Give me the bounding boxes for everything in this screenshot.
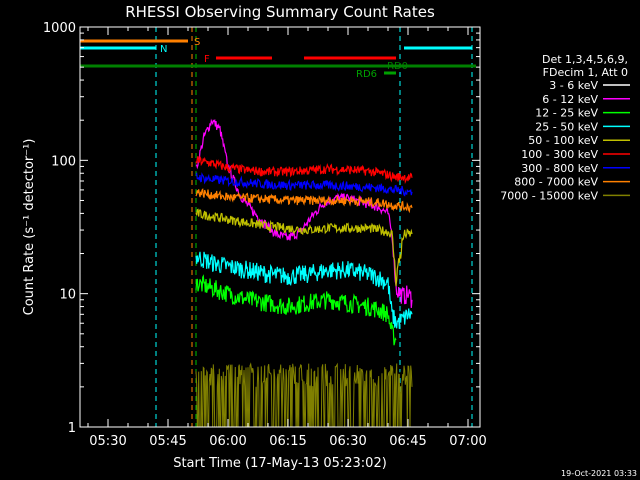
- series-line: [195, 208, 413, 287]
- axes-layer: 1 10 100 1000 05:30 05:45 06:00 06:15 06:30 06:45…: [43, 21, 487, 449]
- y-tick-label: 10: [59, 288, 76, 303]
- legend: Det 1,3,4,5,6,9,FDecim 1, Att 03 - 6 keV…: [500, 53, 630, 202]
- legend-entry-label: 6 - 12 keV: [542, 93, 598, 106]
- x-tick-label: 06:45: [389, 434, 426, 449]
- series-line: [195, 155, 413, 185]
- y-axis-label: Count Rate (s⁻¹ detector⁻¹): [22, 139, 37, 316]
- x-tick-label: 06:15: [269, 434, 306, 449]
- chart-title: RHESSI Observing Summary Count Rates: [125, 3, 435, 21]
- legend-entry-label: 100 - 300 keV: [521, 148, 598, 161]
- x-axis-label: Start Time (17-May-13 05:23:02): [173, 456, 387, 471]
- legend-entry-label: 7000 - 15000 keV: [500, 189, 598, 202]
- flag-label: RD6: [356, 69, 377, 80]
- y-tick-label: 100: [51, 154, 76, 169]
- legend-entry-label: 800 - 7000 keV: [514, 176, 598, 189]
- series-line: [195, 172, 413, 197]
- x-tick-label: 05:30: [89, 434, 126, 449]
- y-tick-label: 1000: [43, 21, 76, 36]
- legend-entry-label: 300 - 800 keV: [521, 162, 598, 175]
- legend-header: Det 1,3,4,5,6,9,: [542, 53, 628, 66]
- series-line: [195, 274, 397, 346]
- flag-label: F: [204, 54, 210, 65]
- x-tick-label: 05:45: [149, 434, 186, 449]
- x-tick-label: 06:30: [329, 434, 366, 449]
- legend-entry-label: 12 - 25 keV: [535, 107, 598, 120]
- timestamp: 19-Oct-2021 03:33: [561, 469, 637, 478]
- series-line: [195, 251, 413, 329]
- flag-label: N: [160, 44, 167, 55]
- legend-entry-label: 50 - 100 keV: [528, 134, 598, 147]
- series-line: [195, 129, 413, 380]
- series-line: [195, 362, 413, 428]
- series-line: [195, 188, 413, 214]
- data-layer: S N F RD6 RD0: [80, 27, 476, 428]
- flag-label: RD0: [387, 61, 408, 72]
- legend-entry-label: 3 - 6 keV: [549, 79, 598, 92]
- y-tick-label: 1: [68, 421, 76, 436]
- x-tick-label: 07:00: [449, 434, 486, 449]
- x-tick-label: 06:00: [209, 434, 246, 449]
- legend-entry-label: 25 - 50 keV: [535, 120, 598, 133]
- flag-label: S: [194, 37, 200, 48]
- plot-frame: [79, 26, 481, 428]
- legend-header: FDecim 1, Att 0: [543, 66, 628, 79]
